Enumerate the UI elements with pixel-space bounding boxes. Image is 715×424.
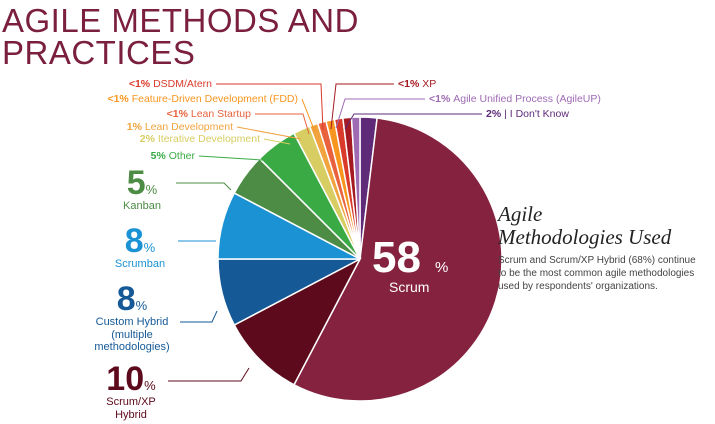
callout-lean-startup: <1% Lean Startup (167, 108, 252, 120)
leader-line-hybrid (168, 367, 250, 382)
custom-hybrid-label-3: methodologies) (94, 341, 170, 354)
scrum-xp-hybrid-label-1: Scrum/XP (106, 396, 156, 408)
callout-lean-dev: 1% Lean Development (127, 121, 233, 133)
leader-line-lean-startup (255, 113, 310, 135)
chart-description: Scrum and Scrum/XP Hybrid (68%) continue… (498, 255, 696, 292)
leader-line-agileup (335, 98, 425, 129)
subtitle-line-1: Agile (498, 202, 543, 226)
page-title-line-2: PRACTICES (2, 34, 196, 71)
subtitle-line-2: Methodologies Used (498, 225, 672, 250)
leader-line-xp (330, 83, 394, 130)
callout-agileup: <1% Agile Unified Process (AgileUP) (429, 93, 601, 105)
leader-line-lean-dev (236, 126, 302, 140)
scrumban-label: Scrumban (114, 258, 166, 270)
leader-line-kanban (176, 182, 232, 191)
subtitle: Agile Methodologies Used (498, 202, 672, 250)
callout-other: 5% Other (151, 150, 196, 162)
leader-line-iterative (263, 138, 291, 145)
leader-line-custom (180, 310, 218, 323)
pie-slice-scrum (292, 117, 503, 402)
leader-line-fdd (301, 98, 316, 133)
kanban-label: Kanban (123, 200, 161, 212)
pie-slice-scrum-xp-hybrid (233, 257, 362, 386)
page-title-line-1: AGILE METHODS AND (2, 2, 359, 39)
callout-dsdm: <1% DSDM/Atern (129, 78, 212, 90)
scrum-xp-hybrid-pct-sign: % (144, 378, 156, 393)
scrum-pct-sign: % (435, 259, 448, 276)
pie-slice-agile-unified-process-agileup (350, 116, 361, 260)
custom-hybrid-pct-sign: % (135, 298, 148, 313)
custom-hybrid-label-2: (multiple (111, 328, 153, 341)
leader-line-other (198, 155, 279, 162)
leader-line-dsdm (216, 83, 324, 131)
callout-dontknow: 2% | I Don't Know (486, 108, 569, 120)
callout-fdd: <1% Feature-Driven Development (FDD) (107, 93, 298, 105)
scrumban-pct-sign: % (143, 240, 156, 255)
kanban-value: 5 (126, 164, 146, 202)
custom-hybrid-value: 8 (116, 280, 136, 318)
custom-hybrid-callout: 8% Custom Hybrid (multiple methodologies… (82, 282, 182, 354)
kanban-pct-sign: % (145, 182, 158, 197)
scrum-value: 58 (372, 233, 421, 282)
scrum-xp-hybrid-value: 10 (106, 360, 145, 398)
custom-hybrid-label-1: Custom Hybrid (95, 316, 169, 328)
leader-line-dontknow (344, 113, 482, 130)
callout-iterative: 2% Iterative Development (140, 133, 260, 145)
callout-xp: <1% XP (398, 78, 436, 90)
scrum-xp-hybrid-callout: 10% Scrum/XP Hybrid (94, 362, 168, 421)
scrum-label: Scrum (389, 279, 429, 295)
scrumban-value: 8 (124, 222, 144, 260)
scrumban-callout: 8% Scrumban (100, 224, 180, 271)
scrum-xp-hybrid-label-2: Hybrid (115, 408, 147, 421)
kanban-callout: 5% Kanban (108, 166, 176, 213)
